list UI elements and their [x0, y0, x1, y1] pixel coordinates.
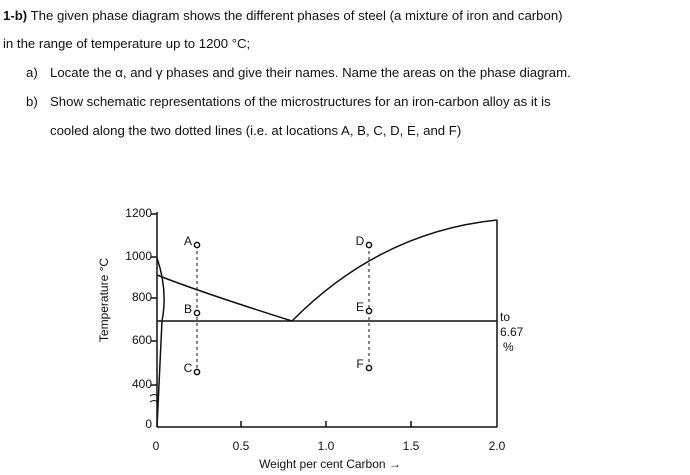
y-tick-label: 800 [132, 290, 152, 304]
location-label: D [356, 234, 365, 248]
acm-curve [291, 219, 498, 322]
y-axis-label: Temperature °C [97, 258, 111, 342]
y-tick-label: 400 [132, 377, 152, 391]
a3-curve [156, 274, 293, 322]
x-tick-label: 0 [153, 439, 160, 453]
item-text: cooled along the two dotted lines (i.e. … [50, 123, 462, 138]
diagram-lines [149, 212, 498, 428]
location-label: A [184, 234, 192, 248]
location-dot [193, 241, 201, 249]
axis-break [149, 394, 159, 403]
item-marker: b) [26, 94, 38, 109]
location-dot [365, 364, 373, 372]
y-tick-label: 1000 [125, 249, 152, 263]
item-text: Locate the α, and γ phases and give thei… [50, 65, 571, 80]
location-dot [365, 241, 373, 249]
y-tick-label: 1200 [125, 206, 152, 220]
location-dot [193, 368, 201, 376]
location-dot [193, 309, 201, 317]
x-tick-label: 1.0 [318, 439, 335, 453]
question-line: 1-b) The given phase diagram shows the d… [3, 8, 563, 23]
x-tick-label: 0.5 [233, 439, 250, 453]
question-text: in the range of temperature up to 1200 °… [3, 36, 251, 51]
item-marker: a) [26, 65, 38, 80]
x-tick-label: 1.5 [403, 439, 420, 453]
location-label: F [356, 357, 363, 371]
x-tick-label: 2.0 [489, 439, 506, 453]
item-text: Show schematic representations of the mi… [50, 94, 551, 109]
location-label: E [356, 300, 364, 314]
location-dot [365, 307, 373, 315]
question-number: 1-b) [3, 8, 28, 23]
y-tick-label: 600 [132, 333, 152, 347]
question-text: The given phase diagram shows the differ… [30, 8, 563, 23]
location-label: C [184, 361, 193, 375]
location-label: B [184, 302, 192, 316]
note: 6.67 [500, 325, 524, 339]
y-tick-label: 0 [145, 417, 152, 431]
note: to [500, 310, 510, 324]
x-axis-label: Weight per cent Carbon → [259, 457, 401, 471]
note: % [503, 340, 514, 354]
alpha-boundary [156, 257, 165, 428]
